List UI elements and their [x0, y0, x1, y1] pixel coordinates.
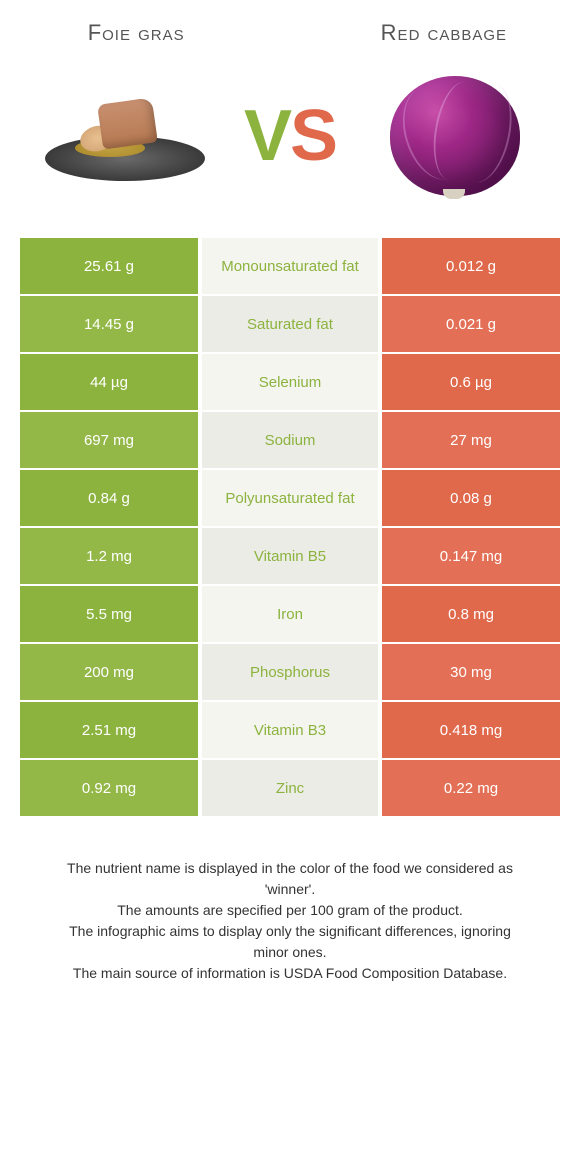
table-right-value: 0.012 g	[380, 238, 560, 296]
footnote-line: The amounts are specified per 100 gram o…	[50, 900, 530, 921]
table-left-value: 0.92 mg	[20, 760, 200, 818]
footnote-line: The main source of information is USDA F…	[50, 963, 530, 984]
table-right-value: 0.08 g	[380, 470, 560, 528]
table-right-value: 0.418 mg	[380, 702, 560, 760]
table-nutrient-label: Zinc	[200, 760, 380, 818]
table-left-value: 14.45 g	[20, 296, 200, 354]
table-left-value: 5.5 mg	[20, 586, 200, 644]
vs-label: VS	[244, 95, 336, 177]
footnotes: The nutrient name is displayed in the co…	[20, 818, 560, 984]
footnote-line: The nutrient name is displayed in the co…	[50, 858, 530, 900]
table-left-value: 0.84 g	[20, 470, 200, 528]
food1-title: Foie gras	[40, 20, 232, 46]
food2-image	[370, 66, 540, 206]
food2-title: Red cabbage	[348, 20, 540, 46]
table-nutrient-label: Selenium	[200, 354, 380, 412]
vs-v: V	[244, 96, 290, 176]
food1-image	[40, 66, 210, 206]
images-row: VS	[20, 56, 560, 236]
table-right-value: 0.6 µg	[380, 354, 560, 412]
table-right-value: 30 mg	[380, 644, 560, 702]
table-left-value: 200 mg	[20, 644, 200, 702]
table-left-value: 1.2 mg	[20, 528, 200, 586]
footnote-line: The infographic aims to display only the…	[50, 921, 530, 963]
table-left-value: 25.61 g	[20, 238, 200, 296]
table-left-value: 2.51 mg	[20, 702, 200, 760]
table-left-value: 697 mg	[20, 412, 200, 470]
table-nutrient-label: Polyunsaturated fat	[200, 470, 380, 528]
table-right-value: 27 mg	[380, 412, 560, 470]
table-right-value: 0.021 g	[380, 296, 560, 354]
table-nutrient-label: Vitamin B3	[200, 702, 380, 760]
table-nutrient-label: Sodium	[200, 412, 380, 470]
table-nutrient-label: Iron	[200, 586, 380, 644]
table-nutrient-label: Vitamin B5	[200, 528, 380, 586]
table-nutrient-label: Phosphorus	[200, 644, 380, 702]
table-left-value: 44 µg	[20, 354, 200, 412]
table-nutrient-label: Monounsaturated fat	[200, 238, 380, 296]
table-right-value: 0.147 mg	[380, 528, 560, 586]
table-right-value: 0.8 mg	[380, 586, 560, 644]
vs-s: S	[290, 96, 336, 176]
table-nutrient-label: Saturated fat	[200, 296, 380, 354]
table-right-value: 0.22 mg	[380, 760, 560, 818]
comparison-table: 25.61 gMonounsaturated fat0.012 g 14.45 g…	[20, 236, 560, 818]
header: Foie gras Red cabbage	[20, 20, 560, 56]
